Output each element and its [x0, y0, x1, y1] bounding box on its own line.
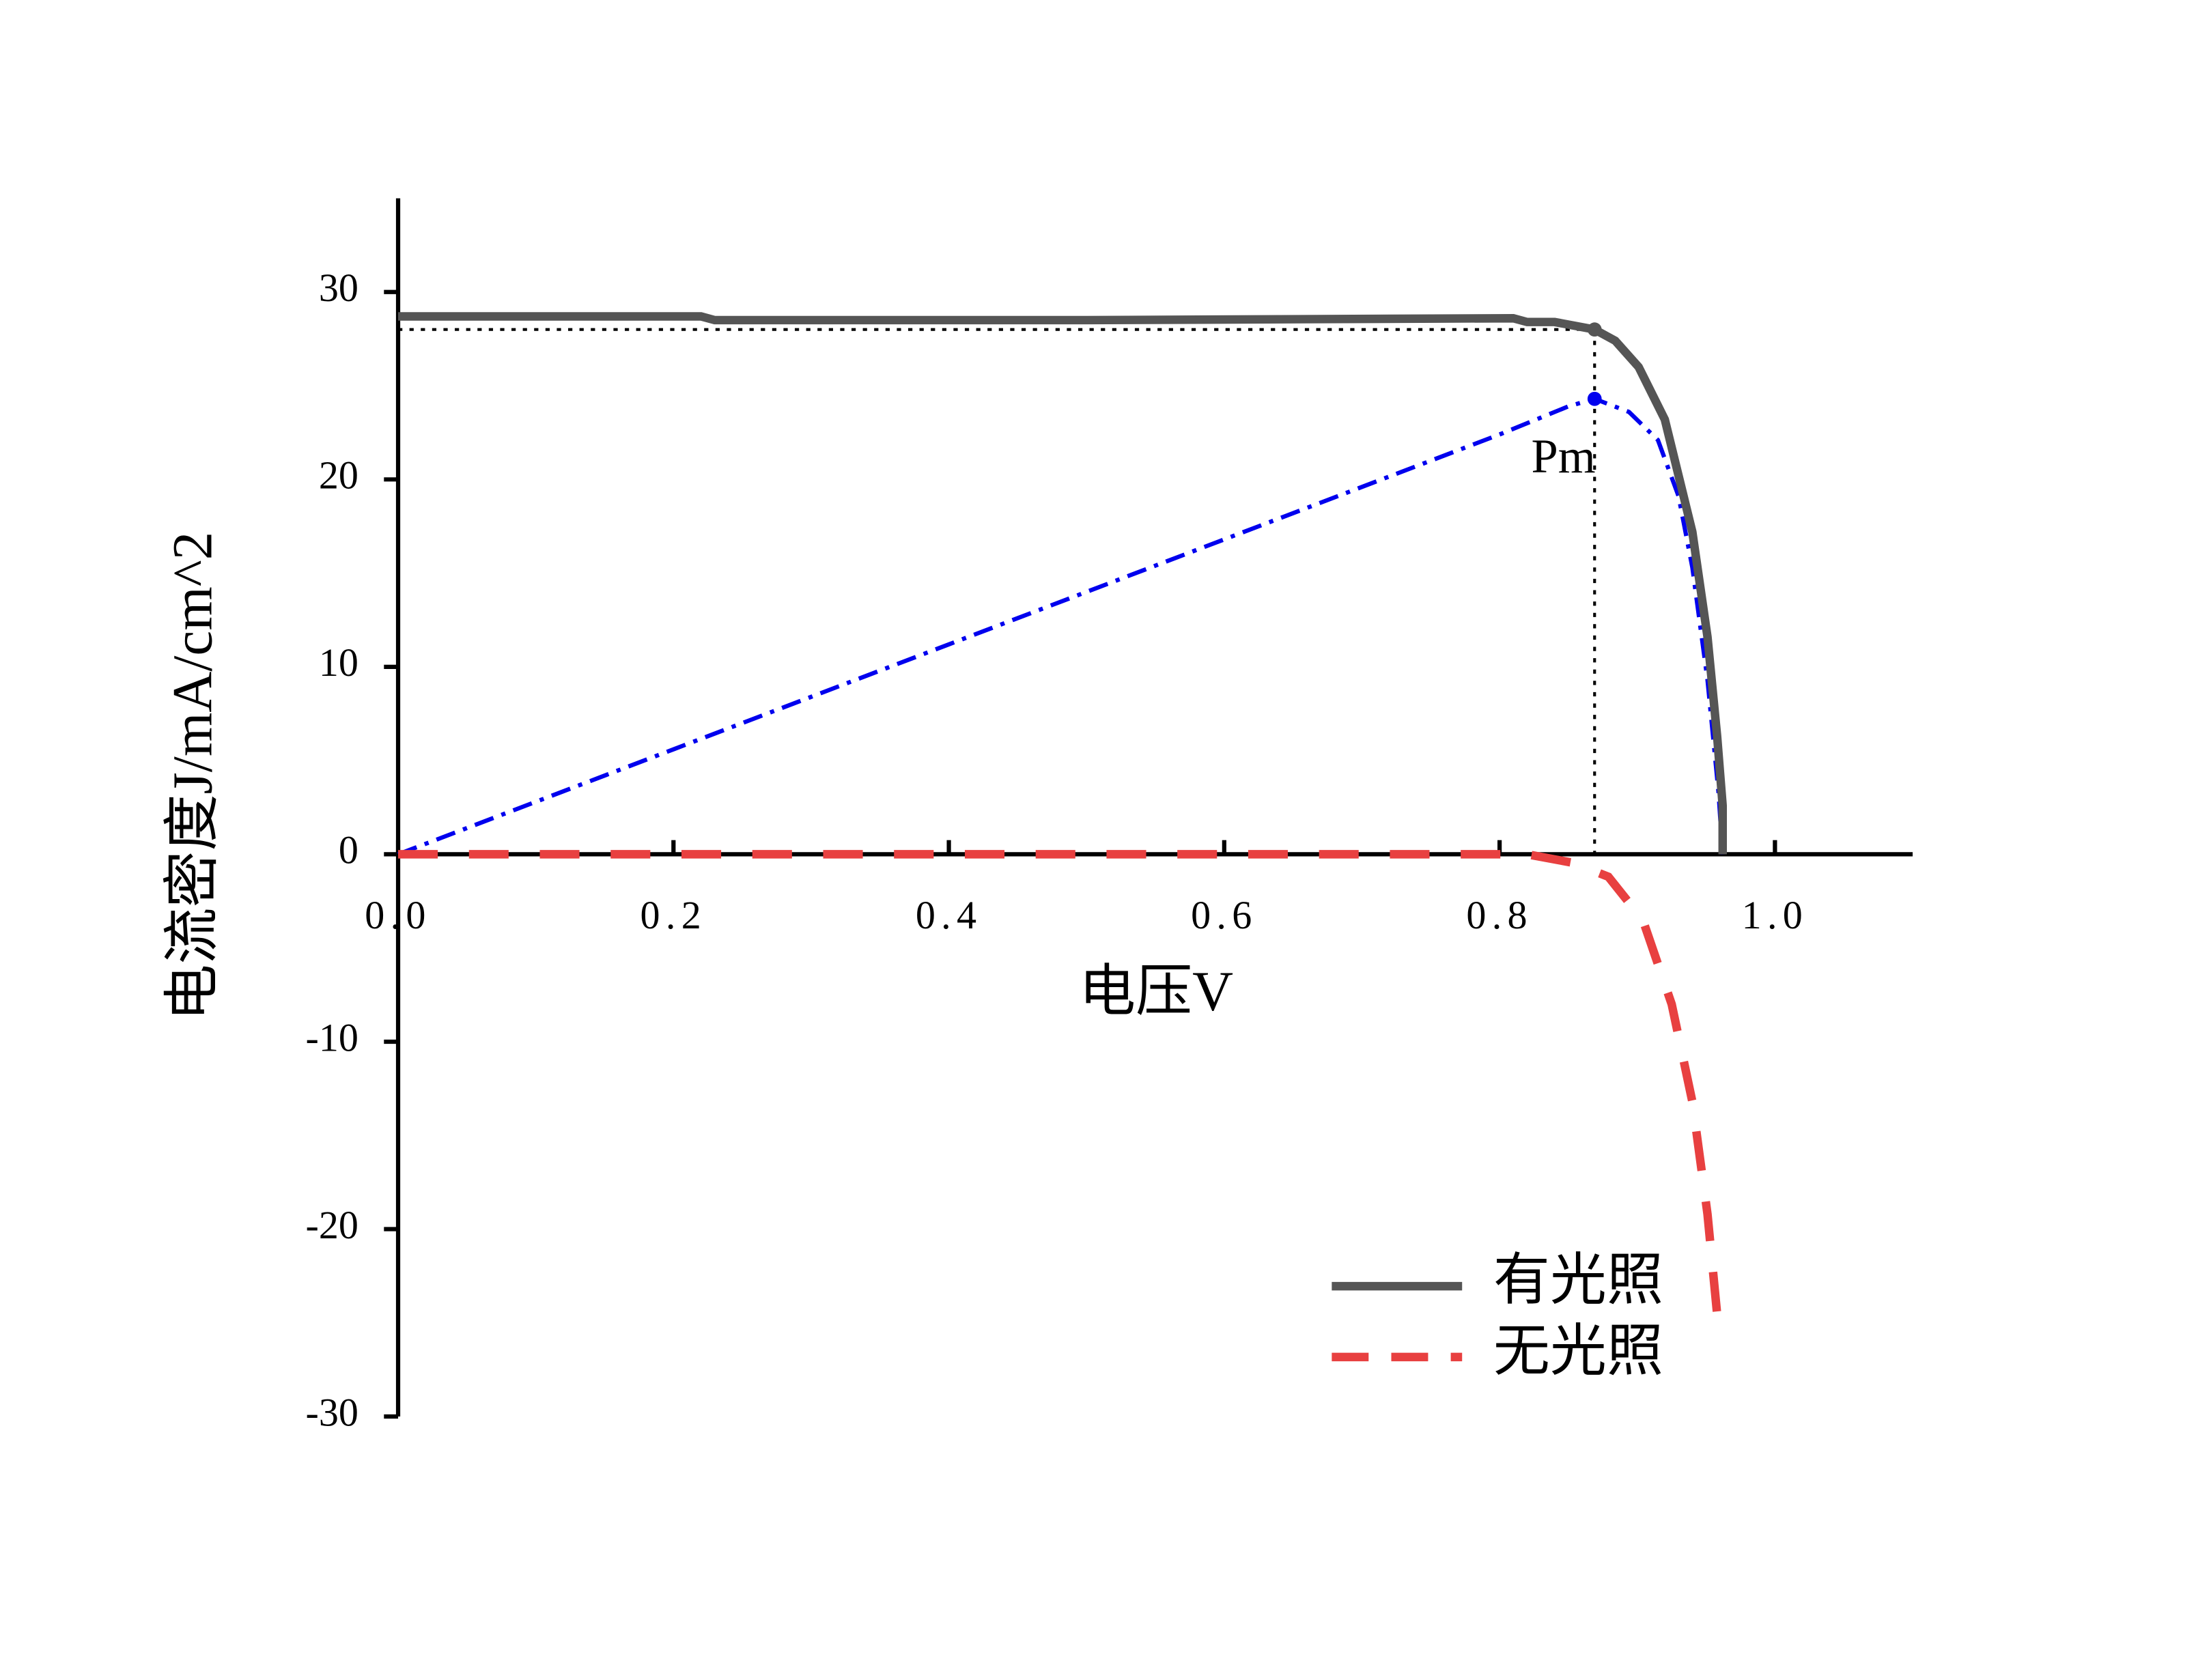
y-tick-label: -10	[306, 1015, 358, 1059]
x-tick-label: 1.0	[1742, 893, 1808, 937]
y-tick-label: -30	[306, 1390, 358, 1434]
y-tick-label: 20	[319, 453, 358, 498]
y-axis-label: 电流密度J/mA/cm^2	[161, 532, 224, 1021]
series-line	[398, 850, 1723, 1329]
mpp-point	[1587, 391, 1602, 406]
y-tick-label: 30	[319, 266, 358, 310]
y-tick-label: 10	[319, 640, 358, 685]
legend-label: 有光照	[1493, 1249, 1663, 1311]
x-tick-label: 0.2	[640, 893, 707, 937]
y-tick-label: -20	[306, 1203, 358, 1247]
y-tick-label: 0	[339, 828, 358, 872]
x-tick-label: 0.6	[1191, 893, 1257, 937]
x-axis-label: 电压V	[1079, 960, 1233, 1023]
mpp-j-point	[1587, 322, 1602, 337]
x-tick-label: 0.8	[1466, 893, 1532, 937]
mpp-label: Pm	[1532, 430, 1596, 483]
legend-label: 无光照	[1493, 1320, 1663, 1382]
x-tick-label: 0.4	[916, 893, 982, 937]
x-tick-label: 0.0	[365, 893, 431, 937]
